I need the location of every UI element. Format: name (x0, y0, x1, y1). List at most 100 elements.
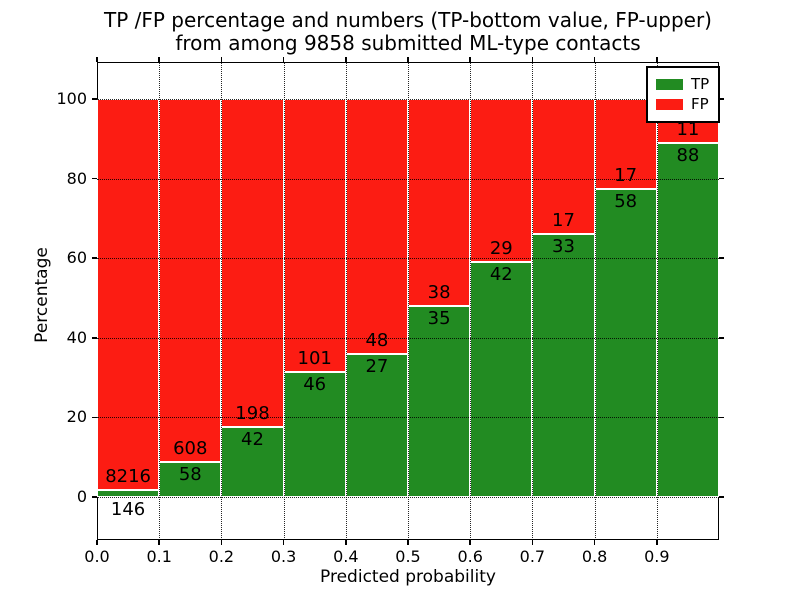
x-tick-label: 0.0 (84, 547, 110, 566)
x-tick-mark-top (345, 57, 347, 62)
x-tick-label: 0.1 (146, 547, 172, 566)
x-tick-mark-top (656, 57, 658, 62)
fp-count-label: 17 (552, 210, 575, 232)
bar-fp-segment (221, 99, 284, 428)
tp-count-label: 42 (489, 263, 513, 285)
y-tick-mark (92, 337, 97, 339)
vertical-gridline (408, 62, 409, 540)
x-tick-label: 0.8 (581, 547, 608, 566)
y-tick-label: 80 (66, 168, 87, 188)
bar-tp-segment (159, 462, 222, 497)
x-tick-mark (282, 540, 285, 545)
fp-legend-swatch-icon (656, 99, 683, 110)
x-tick-label: 0.9 (644, 547, 670, 566)
y-tick-mark (92, 98, 97, 100)
y-tick-label: 100 (56, 89, 87, 108)
tp-count-label: 146 (110, 499, 146, 520)
x-tick-mark (469, 540, 471, 545)
x-tick-mark-top (282, 57, 285, 62)
tp-legend-swatch-icon (656, 79, 683, 90)
x-tick-mark-top (469, 57, 471, 62)
x-tick-mark-top (220, 57, 223, 62)
bar-tp-segment (594, 189, 657, 497)
vertical-gridline (221, 62, 223, 540)
x-tick-mark (345, 540, 347, 545)
tp-count-label: 42 (241, 429, 264, 451)
x-tick-mark (96, 540, 98, 545)
vertical-gridline (345, 62, 347, 540)
y-tick-label: 0 (76, 487, 87, 506)
y-tick-mark-right (719, 496, 724, 498)
fp-count-label: 8216 (105, 466, 151, 488)
vertical-gridline (594, 62, 596, 540)
tp-count-label: 58 (178, 464, 202, 486)
fp-count-label: 608 (173, 438, 208, 460)
bar-fp-segment (159, 99, 222, 463)
x-tick-label: 0.2 (208, 547, 235, 566)
bar-fp-segment (97, 99, 160, 491)
x-tick-mark (531, 540, 534, 545)
vertical-gridline (656, 62, 658, 540)
tp-count-label: 33 (552, 236, 575, 258)
y-tick-label: 20 (66, 407, 87, 427)
x-axis-label: Predicted probability (320, 567, 496, 587)
fp-count-label: 11 (676, 119, 700, 141)
legend-label-fp: FP (691, 95, 709, 113)
legend-row-fp: FP (656, 96, 709, 113)
tp-count-label: 46 (303, 374, 327, 396)
y-tick-mark (92, 416, 97, 419)
bar-tp-segment (221, 427, 284, 497)
y-axis-label: Percentage (32, 247, 52, 343)
y-tick-mark-right (719, 177, 724, 180)
bar-tp-segment (656, 143, 719, 497)
x-tick-mark-top (96, 57, 98, 62)
bar-tp-segment (97, 490, 160, 497)
fp-count-label: 17 (614, 165, 638, 187)
fp-count-label: 198 (235, 403, 270, 425)
y-tick-mark-right (719, 98, 724, 100)
y-tick-mark-right (719, 257, 724, 259)
x-tick-label: 0.7 (519, 547, 546, 566)
bar-tp-segment (408, 306, 471, 497)
tp-count-label: 88 (676, 145, 700, 167)
y-tick-mark (92, 496, 97, 498)
x-tick-mark (407, 540, 409, 545)
x-tick-mark-top (593, 57, 596, 62)
bar-tp-segment (345, 353, 408, 497)
x-tick-label: 0.3 (270, 547, 297, 566)
fp-count-label: 48 (365, 329, 389, 351)
fp-count-label: 29 (489, 237, 513, 259)
vertical-gridline (532, 62, 534, 540)
x-tick-label: 0.6 (457, 547, 483, 566)
y-tick-label: 60 (66, 248, 87, 268)
y-tick-mark-right (719, 337, 724, 339)
x-tick-label: 0.4 (333, 547, 359, 566)
chart-title-line1: TP /FP percentage and numbers (TP-bottom… (104, 8, 712, 32)
y-tick-mark (92, 177, 97, 180)
y-tick-mark-right (719, 416, 724, 419)
vertical-gridline (470, 62, 472, 540)
chart-title-line2: from among 9858 submitted ML-type contac… (175, 31, 641, 55)
vertical-gridline (283, 62, 285, 540)
x-tick-mark (220, 540, 223, 545)
bar-fp-segment (594, 99, 657, 190)
y-tick-label: 40 (66, 327, 87, 347)
tp-count-label: 35 (427, 308, 451, 330)
legend-row-tp: TP (656, 76, 709, 93)
bar-fp-segment (345, 99, 408, 354)
bar-fp-segment (408, 99, 471, 307)
x-tick-mark (593, 540, 596, 545)
tp-count-label: 27 (365, 355, 389, 377)
fp-count-label: 101 (297, 348, 332, 370)
x-tick-mark-top (407, 57, 409, 62)
y-tick-mark (92, 257, 97, 259)
bar-tp-segment (532, 234, 595, 497)
tp-count-label: 58 (614, 191, 638, 213)
legend: TP FP (646, 66, 721, 123)
x-tick-mark (656, 540, 658, 545)
legend-label-tp: TP (691, 75, 710, 93)
bar-tp-segment (283, 372, 346, 497)
x-tick-mark-top (531, 57, 534, 62)
x-tick-mark (158, 540, 160, 545)
